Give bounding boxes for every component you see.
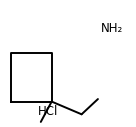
Text: HCl: HCl (37, 105, 58, 118)
Text: NH₂: NH₂ (101, 22, 124, 35)
